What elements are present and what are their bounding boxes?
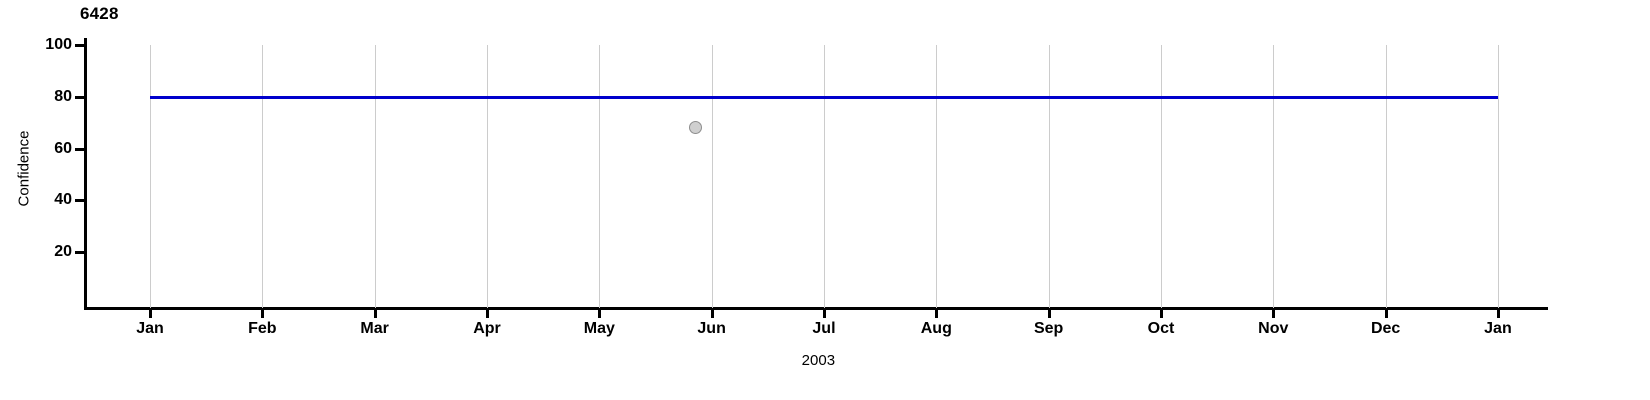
x-axis-title: 2003: [801, 352, 836, 369]
gridline: [374, 45, 376, 308]
x-tick-label: Nov: [1258, 320, 1289, 337]
data-point[interactable]: [689, 121, 703, 135]
y-tick-label: 20: [54, 243, 72, 260]
y-tick: [75, 44, 85, 47]
gridline: [599, 45, 601, 308]
x-tick-label: Aug: [920, 320, 952, 337]
gridline: [1160, 45, 1162, 308]
x-tick: [1384, 308, 1388, 318]
y-tick-label: 100: [45, 36, 72, 53]
x-tick-label: May: [583, 320, 615, 337]
x-tick: [935, 308, 939, 318]
x-tick-label: Jan: [1484, 320, 1512, 337]
threshold-line: [150, 95, 1498, 99]
x-tick-label: Mar: [360, 320, 389, 337]
gridline: [1048, 45, 1050, 308]
gridline: [486, 45, 488, 308]
x-tick: [710, 308, 714, 318]
gridline: [1385, 45, 1387, 308]
x-tick: [1159, 308, 1163, 318]
x-tick-label: Oct: [1147, 320, 1175, 337]
x-tick-label: Jun: [697, 320, 726, 337]
x-tick-label: Jul: [812, 320, 836, 337]
x-tick: [485, 308, 489, 318]
y-tick-label: 60: [54, 139, 72, 157]
x-tick: [261, 308, 265, 318]
y-tick-label: 40: [54, 191, 72, 209]
gridline: [711, 45, 713, 308]
x-tick: [1496, 308, 1500, 318]
y-axis-title: Confidence: [15, 130, 33, 207]
x-tick: [1047, 308, 1051, 318]
x-tick-label: Dec: [1370, 320, 1401, 337]
x-tick-label: Apr: [473, 320, 501, 337]
gridline: [936, 45, 938, 308]
gridline: [1497, 45, 1499, 308]
x-tick-label: Sep: [1033, 320, 1064, 337]
y-axis-line: [84, 38, 87, 310]
x-tick: [822, 308, 826, 318]
y-tick: [75, 251, 85, 254]
y-tick: [75, 147, 85, 151]
y-tick: [75, 199, 85, 203]
x-tick: [149, 308, 152, 318]
gridline: [1273, 45, 1275, 308]
x-tick-label: Jan: [136, 320, 164, 337]
x-tick: [1272, 308, 1276, 318]
x-axis-line: [84, 307, 1548, 310]
gridline: [262, 45, 264, 308]
x-tick: [373, 308, 377, 318]
x-tick: [598, 308, 602, 318]
y-tick-label: 80: [54, 87, 72, 105]
y-tick: [75, 95, 85, 99]
gridline: [823, 45, 825, 308]
chart-title: 6428: [80, 4, 119, 23]
x-tick-label: Feb: [248, 320, 277, 337]
gridline: [150, 45, 151, 308]
